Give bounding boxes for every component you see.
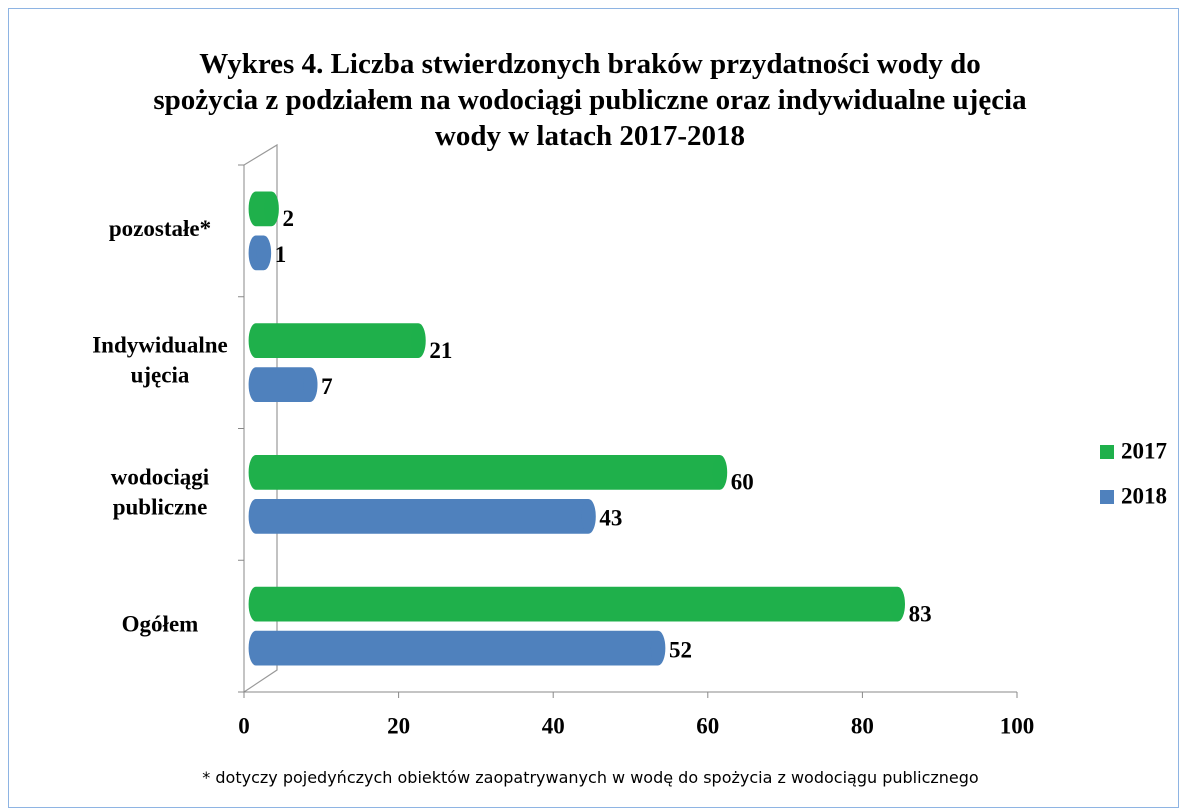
x-tick-label: 0: [238, 713, 250, 738]
bar-cap: [581, 499, 596, 534]
bar-cap: [712, 455, 727, 490]
x-tick-label: 80: [851, 713, 874, 738]
value-label: 83: [909, 601, 932, 626]
value-label: 7: [321, 374, 333, 399]
bar: [248, 323, 426, 359]
bar-cap: [411, 323, 426, 358]
x-tick-label: 100: [1000, 713, 1035, 738]
bar: [248, 498, 596, 534]
bar-cap: [650, 631, 665, 666]
bar: [248, 586, 905, 622]
x-tick-label: 60: [696, 713, 719, 738]
y-tick-label: pozostałe*: [109, 216, 211, 241]
legend-label: 2018: [1121, 483, 1167, 508]
value-label: 1: [275, 242, 287, 267]
x-tick-label: 20: [387, 713, 410, 738]
chart-title: Wykres 4. Liczba stwierdzonych braków pr…: [153, 48, 1027, 152]
value-label: 60: [731, 470, 754, 495]
y-tick-label: Indywidualne ujęcia: [92, 333, 228, 388]
legend-label: 2017: [1121, 438, 1167, 463]
bar-cap: [264, 191, 279, 226]
y-tick-label: Ogółem: [122, 611, 199, 636]
bar-cap: [256, 235, 271, 270]
back-wall: [243, 143, 278, 693]
legend-swatch: [1100, 490, 1114, 504]
x-tick-label: 40: [542, 713, 565, 738]
bar-cap: [303, 367, 318, 402]
legend-swatch: [1100, 445, 1114, 459]
value-label: 52: [669, 637, 692, 662]
value-label: 2: [282, 206, 294, 231]
value-label: 21: [429, 338, 452, 363]
footnote: * dotyczy pojedyńczych obiektów zaopatry…: [202, 768, 979, 787]
bar-cap: [890, 587, 905, 622]
bar: [248, 630, 666, 666]
y-tick-label: wodociągi publiczne: [111, 465, 210, 520]
value-label: 43: [599, 506, 622, 531]
bar: [248, 454, 728, 490]
